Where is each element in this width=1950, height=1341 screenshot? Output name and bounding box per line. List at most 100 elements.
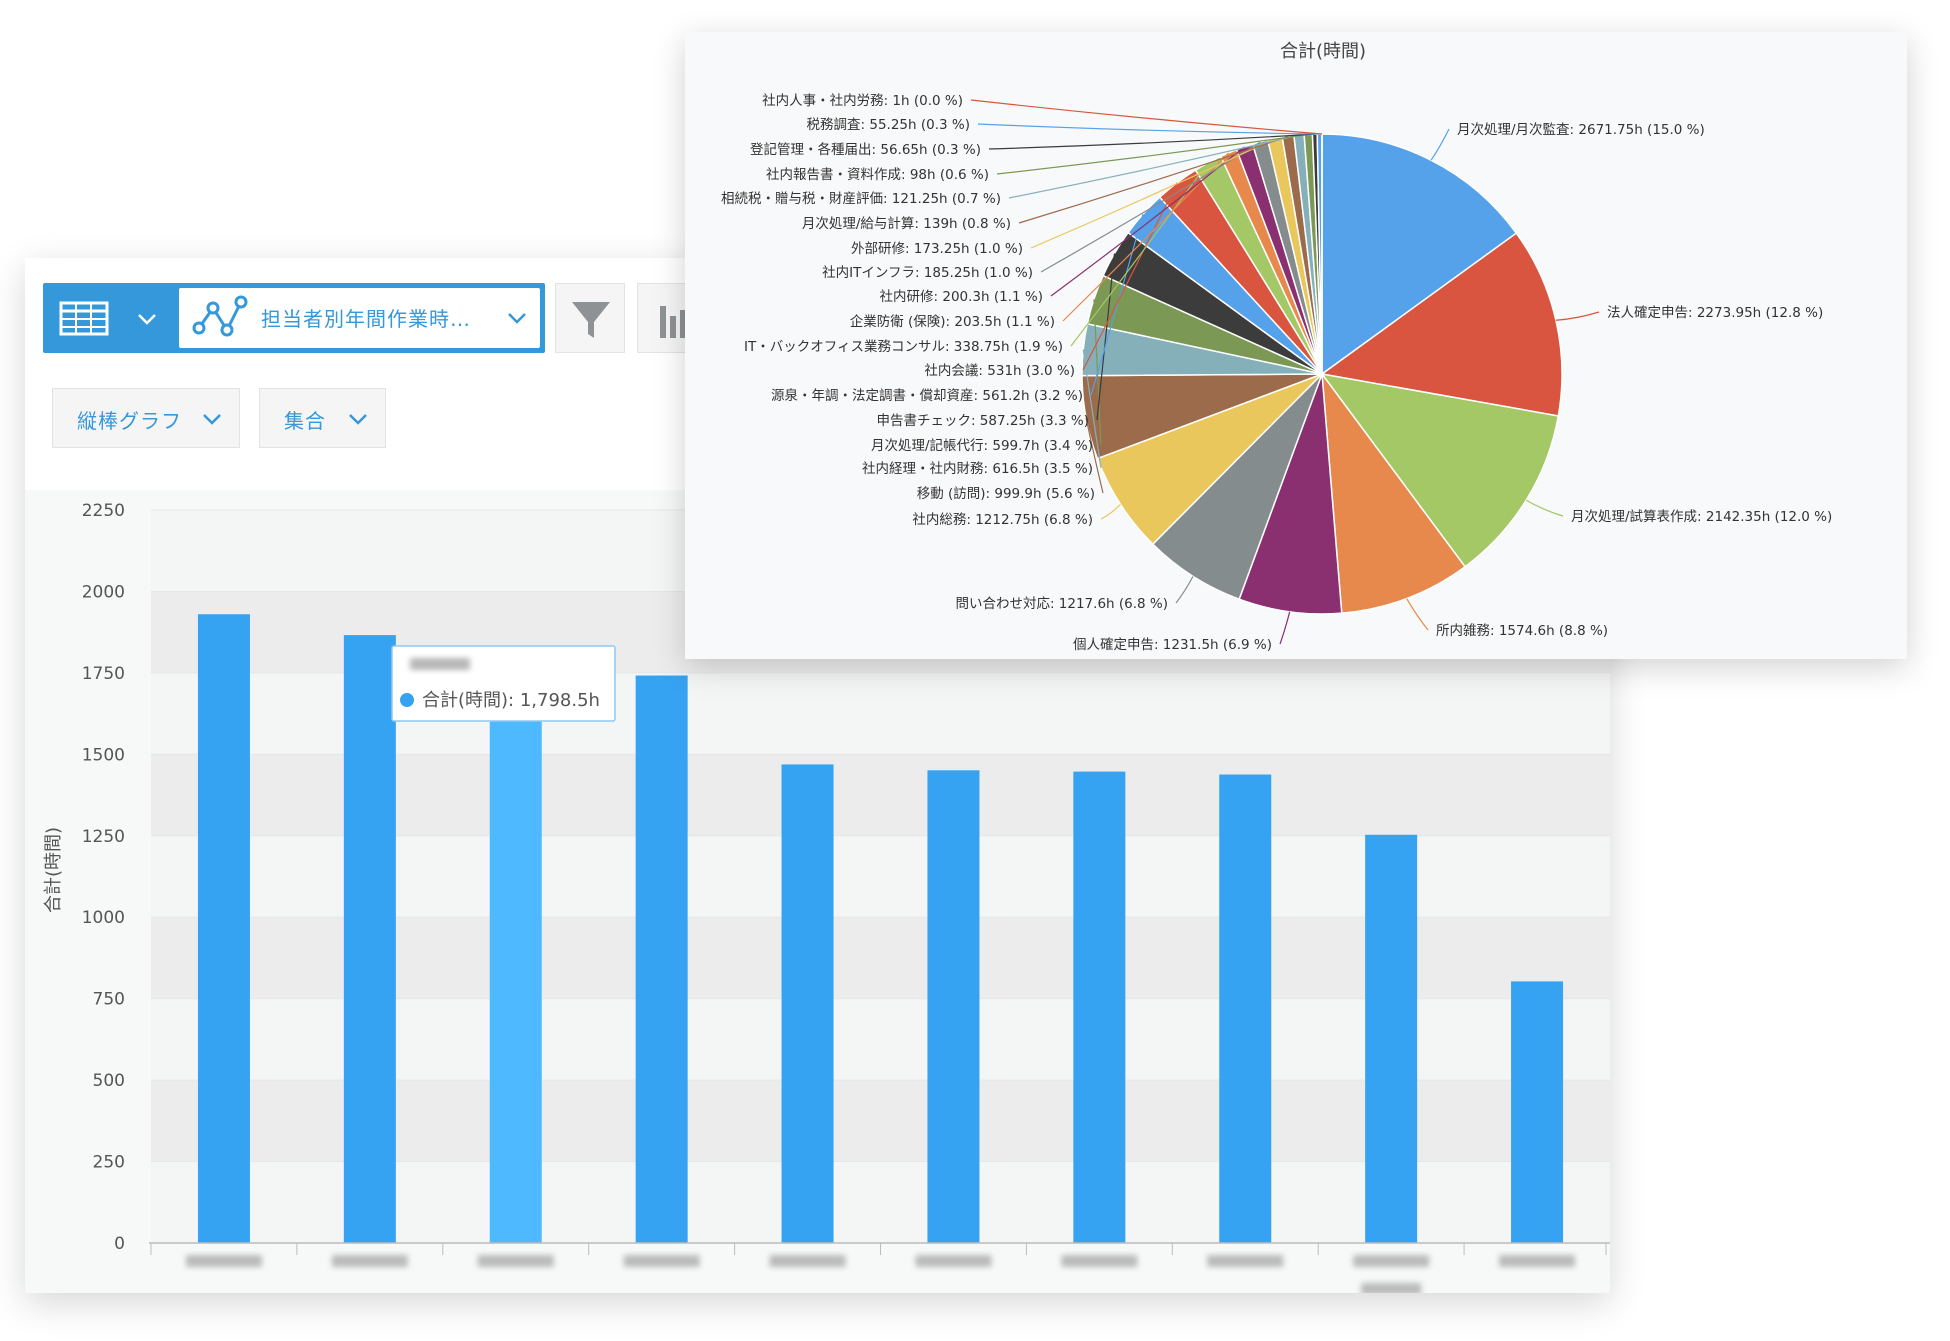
line-graph-icon [192, 295, 248, 337]
pie-leader-line [1082, 182, 1178, 371]
pie-leader-line [996, 133, 1309, 175]
pie-leader-line [1100, 503, 1121, 520]
pie-leader-line [1555, 311, 1600, 321]
table-icon [59, 301, 156, 336]
y-tick-label: 750 [93, 990, 125, 1010]
pie-slice-label: 月次処理/試算表作成: 2142.35h (12.0 %) [1571, 509, 1832, 525]
report-select[interactable]: 担当者別年間作業時… [179, 288, 540, 348]
pie-leader-line [977, 123, 1320, 135]
chevron-down-icon [349, 414, 367, 425]
pie-slice-label: 問い合わせ対応: 1217.6h (6.8 %) [955, 596, 1168, 612]
x-tick-label-blurred [331, 1255, 408, 1267]
pie-leader-line [1525, 499, 1564, 517]
pie-chart: 合計(時間) 月次処理/月次監査: 2671.75h (15.0 %) 法人確定申… [721, 41, 1832, 653]
y-tick-label: 2000 [82, 582, 125, 602]
pie-slice-label: 申告書チェック: 587.25h (3.3 %) [876, 413, 1089, 429]
bar[interactable] [1073, 771, 1126, 1243]
pie-slice-label: 所内雑務: 1574.6h (8.8 %) [1436, 623, 1608, 639]
y-tick-label: 2250 [82, 501, 125, 521]
tooltip-series-dot [400, 693, 414, 707]
x-tick-label-blurred [623, 1255, 700, 1267]
y-tick-label: 0 [114, 1234, 125, 1254]
table-view-button[interactable] [43, 283, 175, 353]
bar[interactable] [781, 764, 834, 1243]
pie-slice-label: 社内報告書・資料作成: 98h (0.6 %) [766, 167, 989, 183]
pie-slice-label: 社内ITインフラ: 185.25h (1.0 %) [822, 265, 1033, 281]
bar[interactable] [197, 614, 250, 1243]
pie-slice-label: 月次処理/記帳代行: 599.7h (3.4 %) [871, 437, 1093, 454]
pie-leader-line [1082, 349, 1102, 469]
pie-slice-label: 社内人事・社内労務: 1h (0.0 %) [762, 93, 963, 109]
bar[interactable] [635, 675, 688, 1243]
pie-leader-line [1090, 213, 1144, 396]
pie-slice-label: 企業防衛 (保険): 203.5h (1.1 %) [850, 313, 1055, 330]
filter-funnel-icon [572, 302, 610, 338]
pie-slice-label: 個人確定申告: 1231.5h (6.9 %) [1073, 637, 1272, 653]
pie-slice-label: 源泉・年調・法定調書・償却資産: 561.2h (3.2 %) [771, 387, 1083, 404]
chevron-down-icon [138, 314, 156, 325]
pie-leader-line [1008, 134, 1300, 199]
pie-leader-line [970, 99, 1323, 135]
y-tick-label: 1500 [82, 745, 125, 765]
y-axis-label: 合計(時間) [43, 827, 64, 913]
bar[interactable] [489, 657, 542, 1243]
pie-slice-label: 法人確定申告: 2273.95h (12.8 %) [1607, 305, 1823, 321]
pie-slice-label: 月次処理/月次監査: 2671.75h (15.0 %) [1457, 121, 1705, 138]
tooltip-category-blurred [410, 658, 470, 670]
pie-slice-label: 登記管理・各種届出: 56.65h (0.3 %) [750, 141, 981, 158]
x-tick-label-blurred [1361, 1283, 1422, 1293]
bar-tooltip: 合計(時間): 1,798.5h [391, 645, 616, 722]
pie-slice-label: 相続税・贈与税・財産評価: 121.25h (0.7 %) [721, 191, 1001, 207]
pie-slice[interactable] [1321, 371, 1467, 614]
tooltip-value: 合計(時間): 1,798.5h [422, 690, 600, 711]
pie-leader-line [1279, 611, 1291, 645]
view-switcher: 担当者別年間作業時… [43, 283, 545, 353]
x-tick-label-blurred [915, 1255, 992, 1267]
chevron-down-icon [203, 414, 221, 425]
bar[interactable] [343, 635, 396, 1243]
pie-slice[interactable] [1320, 232, 1563, 417]
pie-leader-line [988, 133, 1315, 150]
pie-slice[interactable] [1320, 372, 1560, 568]
pie-leader-line [1070, 162, 1209, 347]
pie-slice-label: 月次処理/給与計算: 139h (0.8 %) [802, 216, 1011, 232]
filter-button[interactable] [555, 283, 625, 353]
bar[interactable] [1365, 834, 1418, 1243]
pie-leader-line [1030, 138, 1276, 249]
x-tick-label-blurred [477, 1255, 554, 1267]
aggregate-dropdown[interactable]: 集合 [259, 388, 386, 448]
chart-type-label: 縦棒グラフ [77, 409, 182, 433]
pie-leader-line [1018, 135, 1289, 224]
y-tick-label: 1750 [82, 664, 125, 684]
bar-chart: 0 250 500 750 1000 1250 1500 1750 2000 2250 合計(時間… [25, 490, 1610, 1293]
pie-title: 合計(時間) [1280, 41, 1366, 62]
aggregate-label: 集合 [284, 409, 326, 433]
x-tick-label-blurred [185, 1255, 262, 1267]
pie-chart-card: 合計(時間) 月次処理/月次監査: 2671.75h (15.0 %) 法人確定申… [685, 32, 1907, 659]
report-name: 担当者別年間作業時… [261, 307, 471, 331]
bar[interactable] [1511, 981, 1564, 1243]
pie-leader-line [1085, 417, 1104, 494]
y-tick-label: 1000 [82, 908, 125, 928]
chevron-down-icon [508, 313, 526, 324]
y-tick-label: 250 [93, 1153, 125, 1173]
pie-leader-line [1406, 598, 1429, 631]
pie-slice-label: 外部研修: 173.25h (1.0 %) [851, 241, 1023, 257]
chart-type-dropdown[interactable]: 縦棒グラフ [52, 388, 240, 448]
pie-slice[interactable] [1238, 373, 1343, 615]
bar-chart-icon [660, 306, 686, 338]
pie-leader-line [1175, 576, 1194, 604]
x-tick-label-blurred [1353, 1255, 1430, 1267]
bar[interactable] [927, 770, 980, 1243]
pie-slice-label: 社内研修: 200.3h (1.1 %) [880, 289, 1043, 305]
x-tick-label-blurred [1061, 1255, 1138, 1267]
x-tick-label-blurred [1499, 1255, 1576, 1267]
pie-slice-label: 移動 (訪問): 999.9h (5.6 %) [917, 486, 1095, 502]
pie-leader-line [1096, 253, 1116, 421]
pie-slice-label: 社内総務: 1212.75h (6.8 %) [912, 512, 1093, 528]
bar[interactable] [1219, 774, 1272, 1243]
y-tick-label: 500 [93, 1071, 125, 1091]
pie-leader-line [1430, 128, 1450, 161]
pie-slice-label: 社内経理・社内財務: 616.5h (3.5 %) [862, 461, 1093, 477]
pie-slice-label: 税務調査: 55.25h (0.3 %) [807, 117, 970, 133]
